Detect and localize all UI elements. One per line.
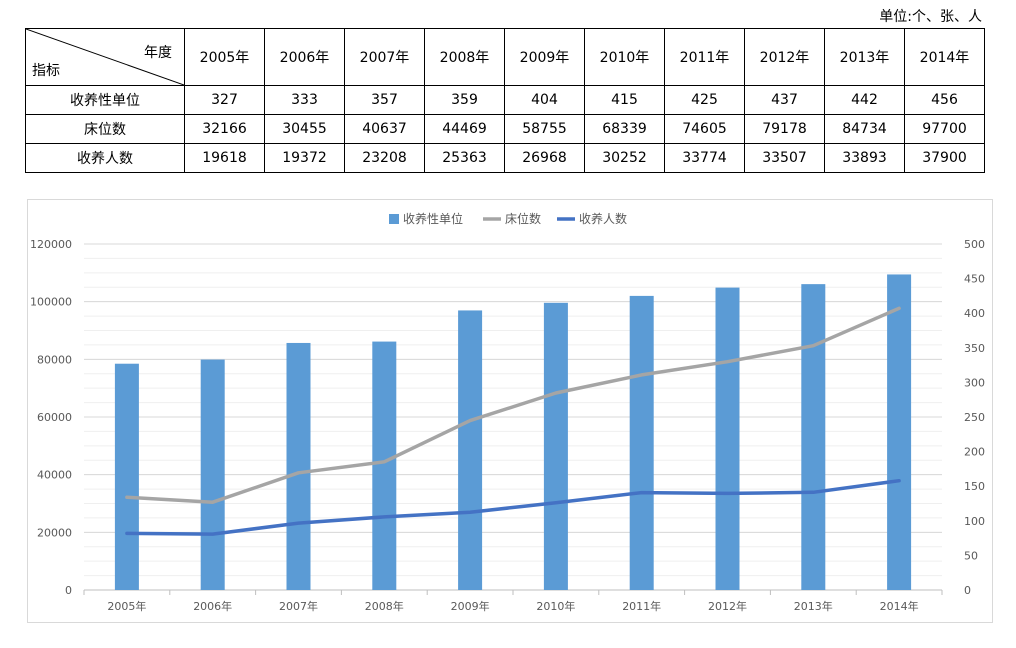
- table-cell: 33893: [824, 143, 905, 173]
- year-header: 2012年: [744, 28, 825, 86]
- series-line: [125, 478, 901, 536]
- row-label: 收养性单位: [25, 85, 185, 115]
- table-cell: 68339: [584, 114, 665, 144]
- y-left-tick-label: 100000: [30, 296, 72, 309]
- table-cell: 26968: [504, 143, 585, 173]
- bar: [801, 284, 826, 590]
- y-right-tick-label: 300: [964, 376, 985, 389]
- x-tick-label: 2008年: [365, 599, 404, 613]
- bar: [114, 363, 139, 590]
- row-label: 床位数: [25, 114, 185, 144]
- table-cell: 357: [344, 85, 425, 115]
- table-row: 床位数 32166 30455 40637 44469 58755 68339 …: [25, 114, 985, 144]
- table-cell: 33507: [744, 143, 825, 173]
- x-tick-label: 2012年: [708, 599, 747, 613]
- table-cell: 30252: [584, 143, 665, 173]
- legend-label: 床位数: [505, 211, 541, 226]
- year-header: 2008年: [424, 28, 505, 86]
- year-header: 2009年: [504, 28, 585, 86]
- bar: [200, 359, 225, 590]
- y-left-tick-label: 40000: [37, 469, 72, 482]
- y-right-tick-label: 250: [964, 411, 985, 424]
- table-header-row: 年度 指标 2005年 2006年 2007年 2008年 2009年 2010…: [25, 28, 985, 86]
- y-right-tick-label: 400: [964, 307, 985, 320]
- year-header: 2007年: [344, 28, 425, 86]
- table-row: 收养性单位 327 333 357 359 404 415 425 437 44…: [25, 85, 985, 115]
- table-cell: 30455: [264, 114, 345, 144]
- y-left-tick-label: 60000: [37, 411, 72, 424]
- y-right-tick-label: 150: [964, 480, 985, 493]
- table-cell: 79178: [744, 114, 825, 144]
- table-cell: 32166: [184, 114, 265, 144]
- table-cell: 58755: [504, 114, 585, 144]
- table-cell: 37900: [904, 143, 985, 173]
- y-left-tick-label: 80000: [37, 353, 72, 366]
- bar: [629, 295, 654, 590]
- y-right-tick-label: 200: [964, 446, 985, 459]
- y-right-tick-label: 450: [964, 273, 985, 286]
- table-cell: 40637: [344, 114, 425, 144]
- chart-container: 0 20000 40000 60000 80000 100000 120000 0 50 100 1…: [27, 199, 993, 623]
- table-cell: 23208: [344, 143, 425, 173]
- diagonal-line: [26, 29, 184, 85]
- table-cell: 25363: [424, 143, 505, 173]
- table-row: 收养人数 19618 19372 23208 25363 26968 30252…: [25, 143, 985, 173]
- table-cell: 97700: [904, 114, 985, 144]
- legend-swatch: [389, 214, 399, 224]
- x-tick-label: 2010年: [536, 599, 575, 613]
- legend-label: 收养性单位: [403, 211, 463, 226]
- table-cell: 404: [504, 85, 585, 115]
- x-tick-label: 2011年: [622, 599, 661, 613]
- table-cell: 44469: [424, 114, 505, 144]
- x-tick-label: 2013年: [794, 599, 833, 613]
- table-cell: 74605: [664, 114, 745, 144]
- bar: [458, 310, 483, 590]
- x-tick-label: 2007年: [279, 599, 318, 613]
- year-header: 2014年: [904, 28, 985, 86]
- table-cell: 415: [584, 85, 665, 115]
- y-right-tick-label: 500: [964, 238, 985, 251]
- x-tick-label: 2009年: [451, 599, 490, 613]
- table-cell: 359: [424, 85, 505, 115]
- combo-chart: 0 20000 40000 60000 80000 100000 120000 0 50 100 1…: [30, 211, 985, 613]
- y-right-tick-label: 0: [964, 584, 971, 597]
- corner-indicator-label: 指标: [32, 63, 60, 79]
- y-right-tick-label: 350: [964, 342, 985, 355]
- table-cell: 333: [264, 85, 345, 115]
- y-right-tick-label: 100: [964, 515, 985, 528]
- year-header: 2013年: [824, 28, 905, 86]
- data-table: 年度 指标 2005年 2006年 2007年 2008年 2009年 2010…: [25, 28, 985, 173]
- table-corner-cell: 年度 指标: [25, 28, 185, 86]
- table-cell: 33774: [664, 143, 745, 173]
- table-cell: 442: [824, 85, 905, 115]
- bar: [286, 342, 311, 590]
- year-header: 2006年: [264, 28, 345, 86]
- table-cell: 437: [744, 85, 825, 115]
- row-label: 收养人数: [25, 143, 185, 173]
- y-left-tick-label: 0: [65, 584, 72, 597]
- table-cell: 19372: [264, 143, 345, 173]
- bar: [372, 341, 397, 590]
- year-header: 2011年: [664, 28, 745, 86]
- year-header: 2005年: [184, 28, 265, 86]
- x-tick-label: 2005年: [107, 599, 146, 613]
- bar: [887, 274, 912, 590]
- corner-year-label: 年度: [144, 45, 172, 61]
- legend-label: 收养人数: [579, 211, 627, 226]
- table-cell: 456: [904, 85, 985, 115]
- y-left-tick-label: 20000: [37, 526, 72, 539]
- series-line: [125, 306, 901, 504]
- unit-note: 单位:个、张、人: [879, 9, 982, 25]
- bar: [715, 287, 740, 590]
- y-left-tick-label: 120000: [30, 238, 72, 251]
- table-cell: 425: [664, 85, 745, 115]
- table-cell: 19618: [184, 143, 265, 173]
- y-right-tick-label: 50: [964, 549, 978, 562]
- table-cell: 327: [184, 85, 265, 115]
- x-tick-label: 2006年: [193, 599, 232, 613]
- table-cell: 84734: [824, 114, 905, 144]
- year-header: 2010年: [584, 28, 665, 86]
- bar: [543, 302, 568, 590]
- x-tick-label: 2014年: [880, 599, 919, 613]
